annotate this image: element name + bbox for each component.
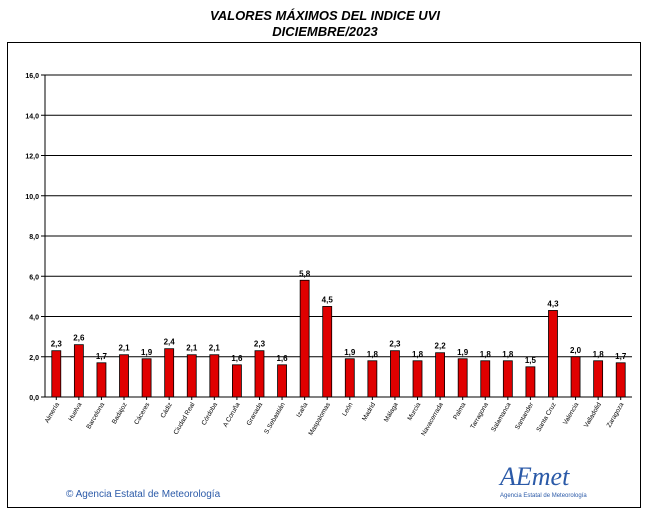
bar (96, 362, 107, 398)
bar (277, 364, 287, 398)
bar-value-label: 1,6 (276, 354, 288, 363)
x-category-label: S.Sebastián (263, 401, 287, 435)
x-category-label: León (341, 401, 354, 417)
bar (299, 279, 310, 398)
bar-value-label: 2,3 (389, 340, 401, 349)
copyright-text: © Agencia Estatal de Meteorología (66, 489, 221, 500)
bar (51, 350, 62, 398)
bar (73, 344, 84, 398)
bar-value-label: 1,7 (96, 352, 108, 361)
bar-value-label: 1,9 (344, 348, 356, 357)
bar-value-label: 2,1 (209, 344, 221, 353)
bar (593, 360, 604, 398)
x-category-label: Valencia (562, 401, 580, 426)
bar (435, 352, 445, 398)
bar (209, 354, 220, 398)
bar (548, 310, 558, 398)
x-category-label: Barcelona (85, 401, 106, 430)
x-category-label: Cádiz (160, 402, 174, 420)
aemet-logo: AEmet Agencia Estatal de Meteorología (500, 462, 590, 504)
x-category-label: Granada (246, 401, 265, 427)
x-category-label: Murcia (406, 401, 422, 422)
bar (232, 364, 242, 398)
bar-value-label: 2,1 (186, 344, 198, 353)
x-category-label: Zaragoza (606, 401, 626, 429)
bar-value-label: 1,9 (141, 348, 153, 357)
x-category-label: Santa Cruz (535, 402, 557, 434)
x-category-label: Almería (44, 401, 61, 424)
bar (367, 360, 378, 398)
x-category-label: A Coruña (222, 401, 242, 428)
bar (615, 362, 626, 398)
x-category-label: Santander (514, 401, 535, 431)
x-category-label: Palma (452, 401, 467, 421)
bar (457, 358, 468, 398)
y-tick-label: 4,0 (29, 315, 39, 322)
bar (322, 306, 333, 398)
chart-title-line2: DICIEMBRE/2023 (272, 24, 378, 39)
bar-value-label: 2,4 (164, 338, 176, 347)
bar (570, 356, 581, 398)
bar (254, 350, 265, 398)
bar (164, 348, 175, 398)
x-category-label: Maspalomas (307, 401, 332, 437)
bar-value-label: 1,8 (412, 350, 424, 359)
bar-value-label: 4,5 (322, 295, 334, 304)
bar-value-label: 4,3 (547, 299, 559, 308)
bar (412, 360, 423, 398)
y-tick-label: 2,0 (29, 355, 39, 362)
y-tick-label: 0,0 (29, 395, 39, 402)
bar-value-label: 1,8 (480, 350, 492, 359)
x-category-label: Salamanca (490, 401, 513, 433)
x-category-label: Badajoz (111, 402, 129, 426)
y-tick-label: 14,0 (25, 113, 39, 120)
y-tick-label: 6,0 (29, 274, 39, 281)
bar-value-label: 2,3 (254, 340, 266, 349)
bar (390, 350, 400, 398)
y-tick-label: 16,0 (25, 73, 39, 80)
bar (119, 354, 129, 398)
bar-value-label: 5,8 (299, 269, 311, 278)
x-category-label: Ciudad Real (173, 401, 197, 436)
x-category-label: Huelva (67, 401, 83, 422)
bar-value-label: 1,5 (525, 356, 537, 365)
bar (344, 358, 355, 398)
bar (480, 360, 491, 398)
bar (502, 360, 513, 398)
bar (141, 358, 152, 398)
y-tick-label: 8,0 (29, 234, 39, 241)
bar-value-label: 2,2 (435, 342, 447, 351)
x-category-label: Córdoba (201, 401, 220, 426)
chart-frame (7, 42, 641, 508)
aemet-logo-word: AEmet (500, 462, 570, 491)
bar-value-label: 1,8 (367, 350, 379, 359)
x-category-label: Cáceres (133, 401, 152, 426)
x-category-label: Navacerrada (420, 401, 445, 437)
x-category-label: Madrid (361, 401, 377, 422)
bar-value-label: 2,0 (570, 346, 582, 355)
y-tick-label: 10,0 (25, 194, 39, 201)
x-category-label: Tarragona (469, 401, 490, 430)
chart-title-line1: VALORES MÁXIMOS DEL INDICE UVI (210, 8, 440, 23)
aemet-logo-subtext: Agencia Estatal de Meteorología (500, 493, 587, 499)
x-category-label: Málaga (383, 401, 400, 423)
bar-value-label: 2,6 (73, 334, 85, 343)
x-category-label: Valladolid (583, 401, 603, 429)
bar-value-label: 2,3 (51, 340, 63, 349)
bar (186, 354, 197, 398)
bar-value-label: 1,8 (593, 350, 605, 359)
bar-value-label: 1,8 (502, 350, 514, 359)
bar (525, 366, 536, 398)
bar-value-label: 1,7 (615, 352, 627, 361)
x-category-label: Izaña (295, 401, 309, 419)
y-tick-label: 12,0 (25, 154, 39, 161)
bar-value-label: 1,9 (457, 348, 469, 357)
bar-value-label: 1,6 (231, 354, 243, 363)
bar-value-label: 2,1 (118, 344, 130, 353)
